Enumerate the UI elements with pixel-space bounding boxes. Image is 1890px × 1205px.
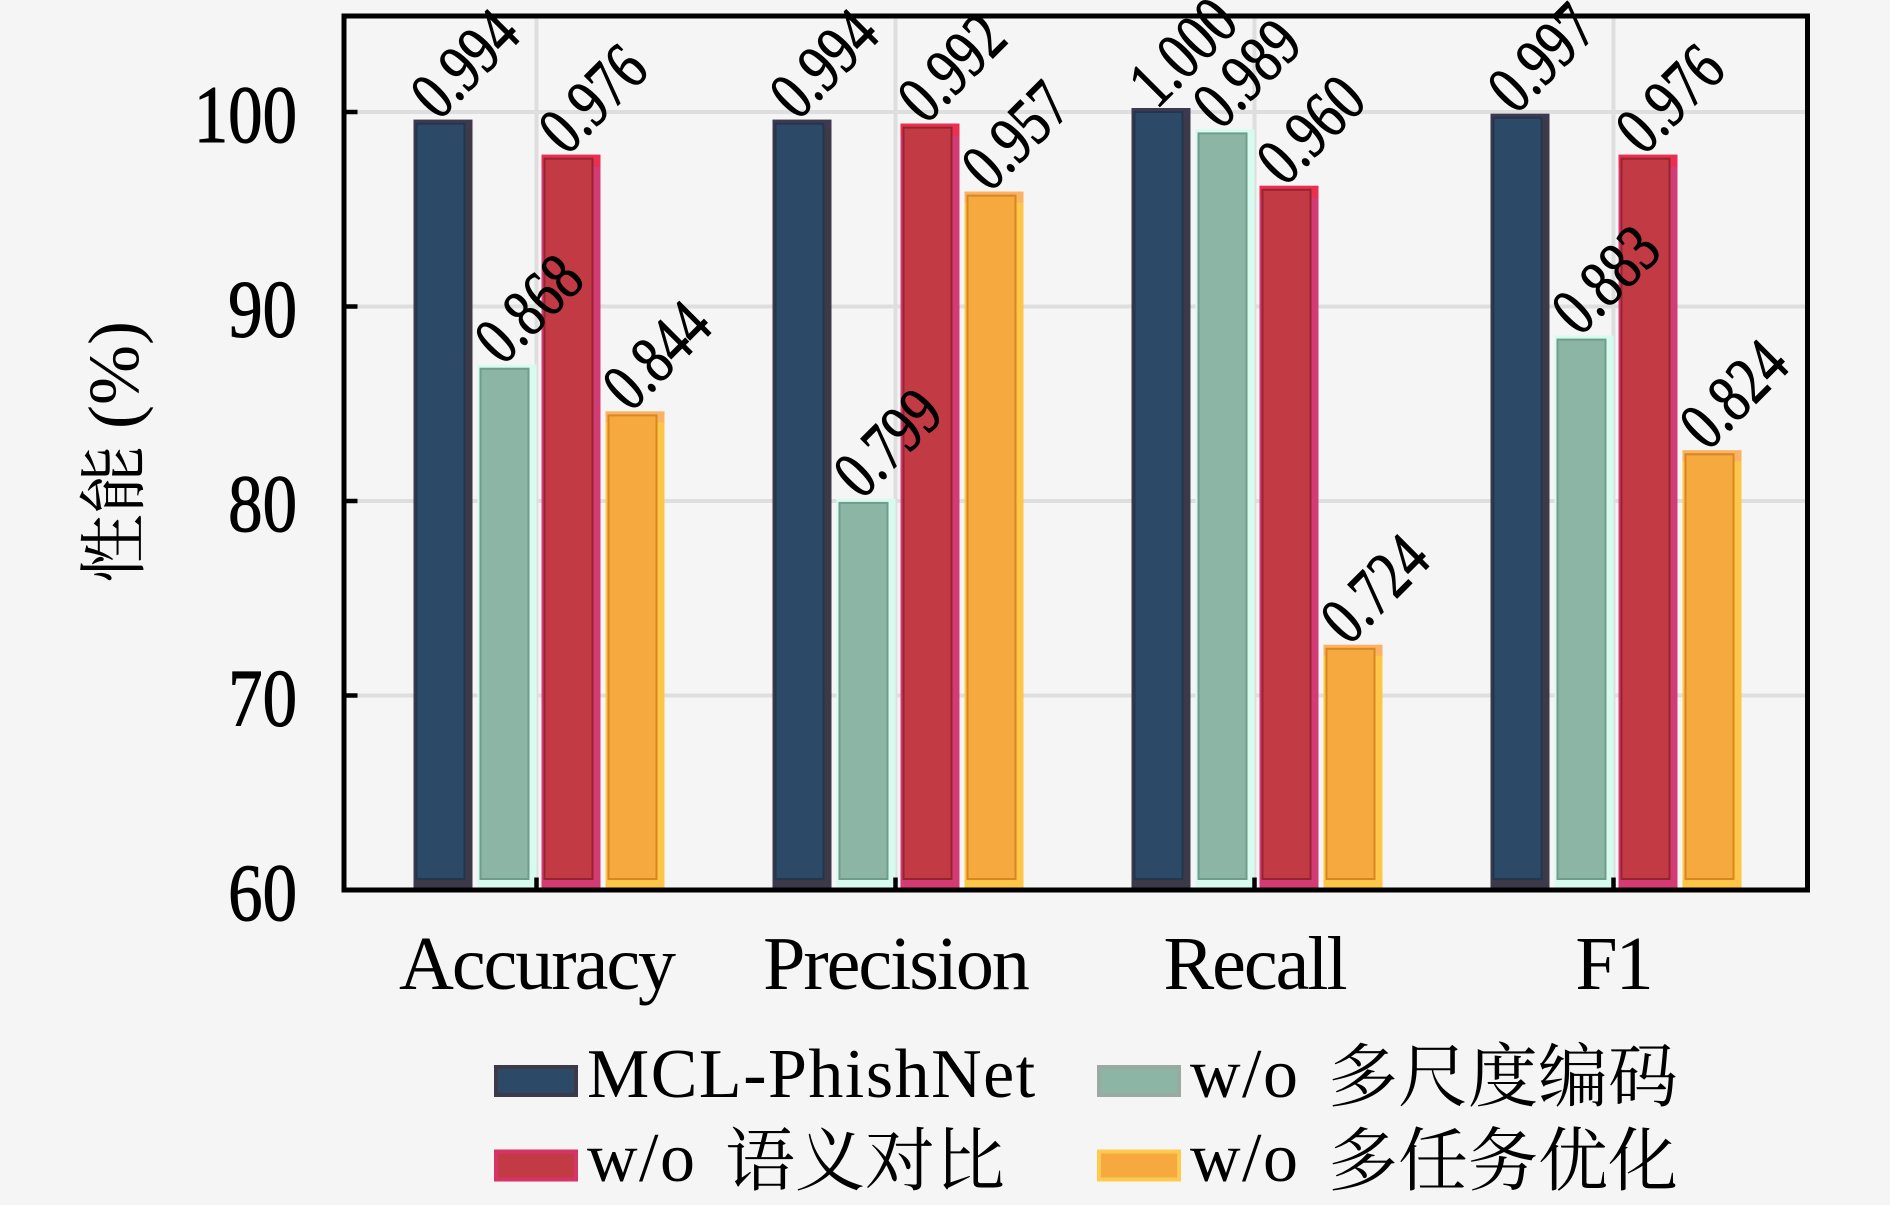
svg-text:60: 60 <box>228 849 297 939</box>
svg-text:Accuracy: Accuracy <box>399 922 676 1006</box>
svg-text:80: 80 <box>228 460 297 550</box>
svg-text:w/o: w/o <box>587 1120 697 1197</box>
svg-text:w/o: w/o <box>1190 1120 1300 1197</box>
svg-text:90: 90 <box>228 265 297 355</box>
svg-text:100: 100 <box>194 71 297 161</box>
svg-text:Precision: Precision <box>763 922 1029 1006</box>
svg-text:Recall: Recall <box>1163 922 1346 1006</box>
svg-text:w/o: w/o <box>1190 1036 1300 1113</box>
svg-text:(%): (%) <box>74 321 154 429</box>
svg-text:MCL-PhishNet: MCL-PhishNet <box>587 1036 1037 1113</box>
svg-text:70: 70 <box>228 654 297 744</box>
svg-text:F1: F1 <box>1575 922 1651 1006</box>
